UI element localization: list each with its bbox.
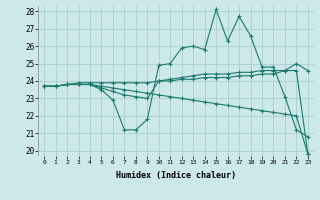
X-axis label: Humidex (Indice chaleur): Humidex (Indice chaleur) (116, 171, 236, 180)
